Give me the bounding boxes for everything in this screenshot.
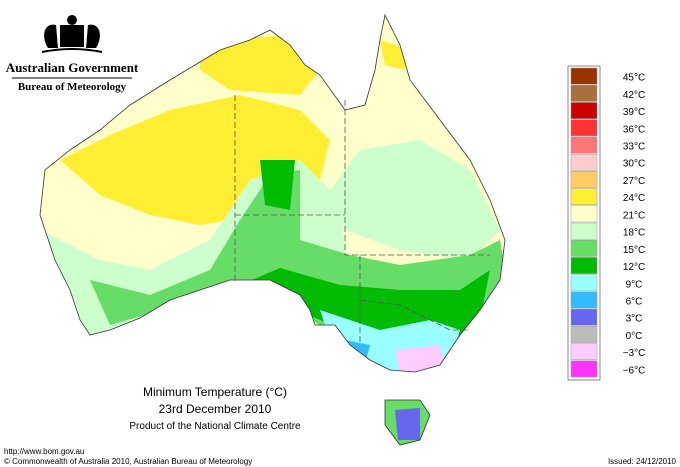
legend-label: 39°C xyxy=(623,107,645,118)
footer-issued: Issued: 24/12/2010 xyxy=(608,457,677,466)
legend-swatch xyxy=(570,343,598,361)
legend-swatch xyxy=(570,308,598,326)
footer-url: http://www.bom.gov.au xyxy=(4,447,84,456)
coat-of-arms xyxy=(41,15,103,53)
legend-swatch xyxy=(570,222,598,240)
legend-swatch xyxy=(570,188,598,206)
legend-swatch xyxy=(570,360,598,378)
legend-label: 12°C xyxy=(623,262,645,273)
legend-swatch xyxy=(570,171,598,188)
map-title: Minimum Temperature (°C) xyxy=(143,385,287,399)
legend-swatch xyxy=(570,239,598,257)
map-product: Product of the National Climate Centre xyxy=(129,421,301,432)
legend-swatch xyxy=(570,136,598,154)
legend-swatch xyxy=(570,274,598,292)
legend-swatch xyxy=(570,119,598,137)
bureau: Bureau of Meteorology xyxy=(18,81,127,93)
legend-label: 42°C xyxy=(623,90,645,101)
legend-swatch xyxy=(570,291,598,309)
footer-copyright: © Commonwealth of Australia 2010, Austra… xyxy=(4,457,252,466)
government: Australian Government xyxy=(6,60,139,75)
legend-label: 21°C xyxy=(623,210,645,221)
legend-swatch xyxy=(570,153,598,171)
legend-label: −6°C xyxy=(623,365,646,376)
legend-label: 9°C xyxy=(626,279,643,290)
legend-label: 15°C xyxy=(623,245,645,256)
legend-swatch xyxy=(570,84,598,102)
legend-label: 45°C xyxy=(623,73,645,84)
legend-label: 24°C xyxy=(623,193,645,204)
legend-label: 33°C xyxy=(623,142,645,153)
legend-swatch xyxy=(570,326,598,343)
map-date: 23rd December 2010 xyxy=(159,402,272,416)
legend-label: 30°C xyxy=(623,159,645,170)
legend-label: −3°C xyxy=(623,348,646,359)
state-borders xyxy=(234,95,490,345)
legend-label: 6°C xyxy=(626,297,643,308)
legend-swatch xyxy=(570,257,598,274)
legend-label: 3°C xyxy=(626,314,643,325)
legend-label: 18°C xyxy=(623,228,645,239)
legend-swatch xyxy=(570,102,598,119)
legend-swatch xyxy=(570,205,598,223)
legend-label: 36°C xyxy=(623,124,645,135)
legend-label: 0°C xyxy=(626,331,643,342)
legend-label: 27°C xyxy=(623,176,645,187)
legend-swatch xyxy=(570,67,598,85)
